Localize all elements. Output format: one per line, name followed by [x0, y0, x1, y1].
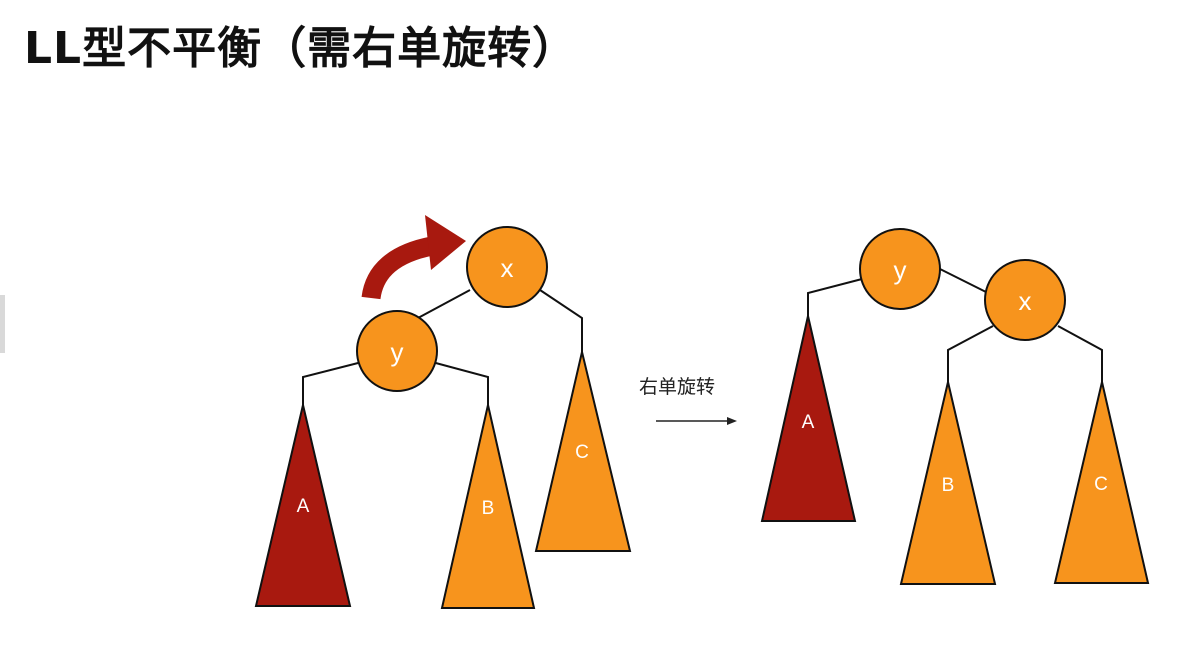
subtree-b-right-label: B	[942, 475, 955, 496]
page-title: LL型不平衡（需右单旋转）	[24, 23, 578, 74]
edge-x-y	[417, 289, 471, 319]
subtree-a-label: A	[297, 496, 310, 517]
subtree-a	[254, 404, 352, 607]
subtree-a-right-label: A	[802, 412, 815, 433]
node-x-right	[984, 259, 1066, 341]
node-y-right-label: y	[894, 255, 907, 285]
subtree-b-right	[899, 381, 997, 585]
edge-y-b	[431, 361, 489, 405]
node-x	[466, 226, 548, 308]
window-edge-marker	[0, 295, 5, 353]
left-tree: A B C x y	[254, 215, 632, 609]
edge-y-a-right	[807, 278, 863, 316]
right-tree: A B C y x	[760, 228, 1150, 585]
operation-label: 右单旋转	[639, 376, 715, 398]
subtree-c-label: C	[575, 442, 589, 463]
edge-x-c-right	[1057, 325, 1103, 382]
subtree-b	[440, 404, 536, 609]
node-x-label: x	[501, 253, 514, 283]
subtree-a-right	[760, 315, 857, 522]
edge-y-x-right	[937, 267, 991, 295]
node-y-label: y	[391, 337, 404, 367]
node-y	[356, 310, 438, 392]
subtree-c	[534, 351, 632, 552]
rotation-arrow-icon	[361, 215, 466, 300]
edge-y-a	[302, 361, 363, 405]
subtree-c-right-label: C	[1094, 474, 1108, 495]
right-arrow-icon	[656, 417, 737, 425]
subtree-c-right	[1053, 381, 1150, 584]
node-y-right	[859, 228, 941, 310]
operation: 右单旋转	[639, 376, 737, 425]
subtree-b-label: B	[482, 498, 495, 519]
edge-x-c	[539, 289, 583, 352]
node-x-right-label: x	[1019, 286, 1032, 316]
edge-x-b-right	[947, 325, 994, 382]
